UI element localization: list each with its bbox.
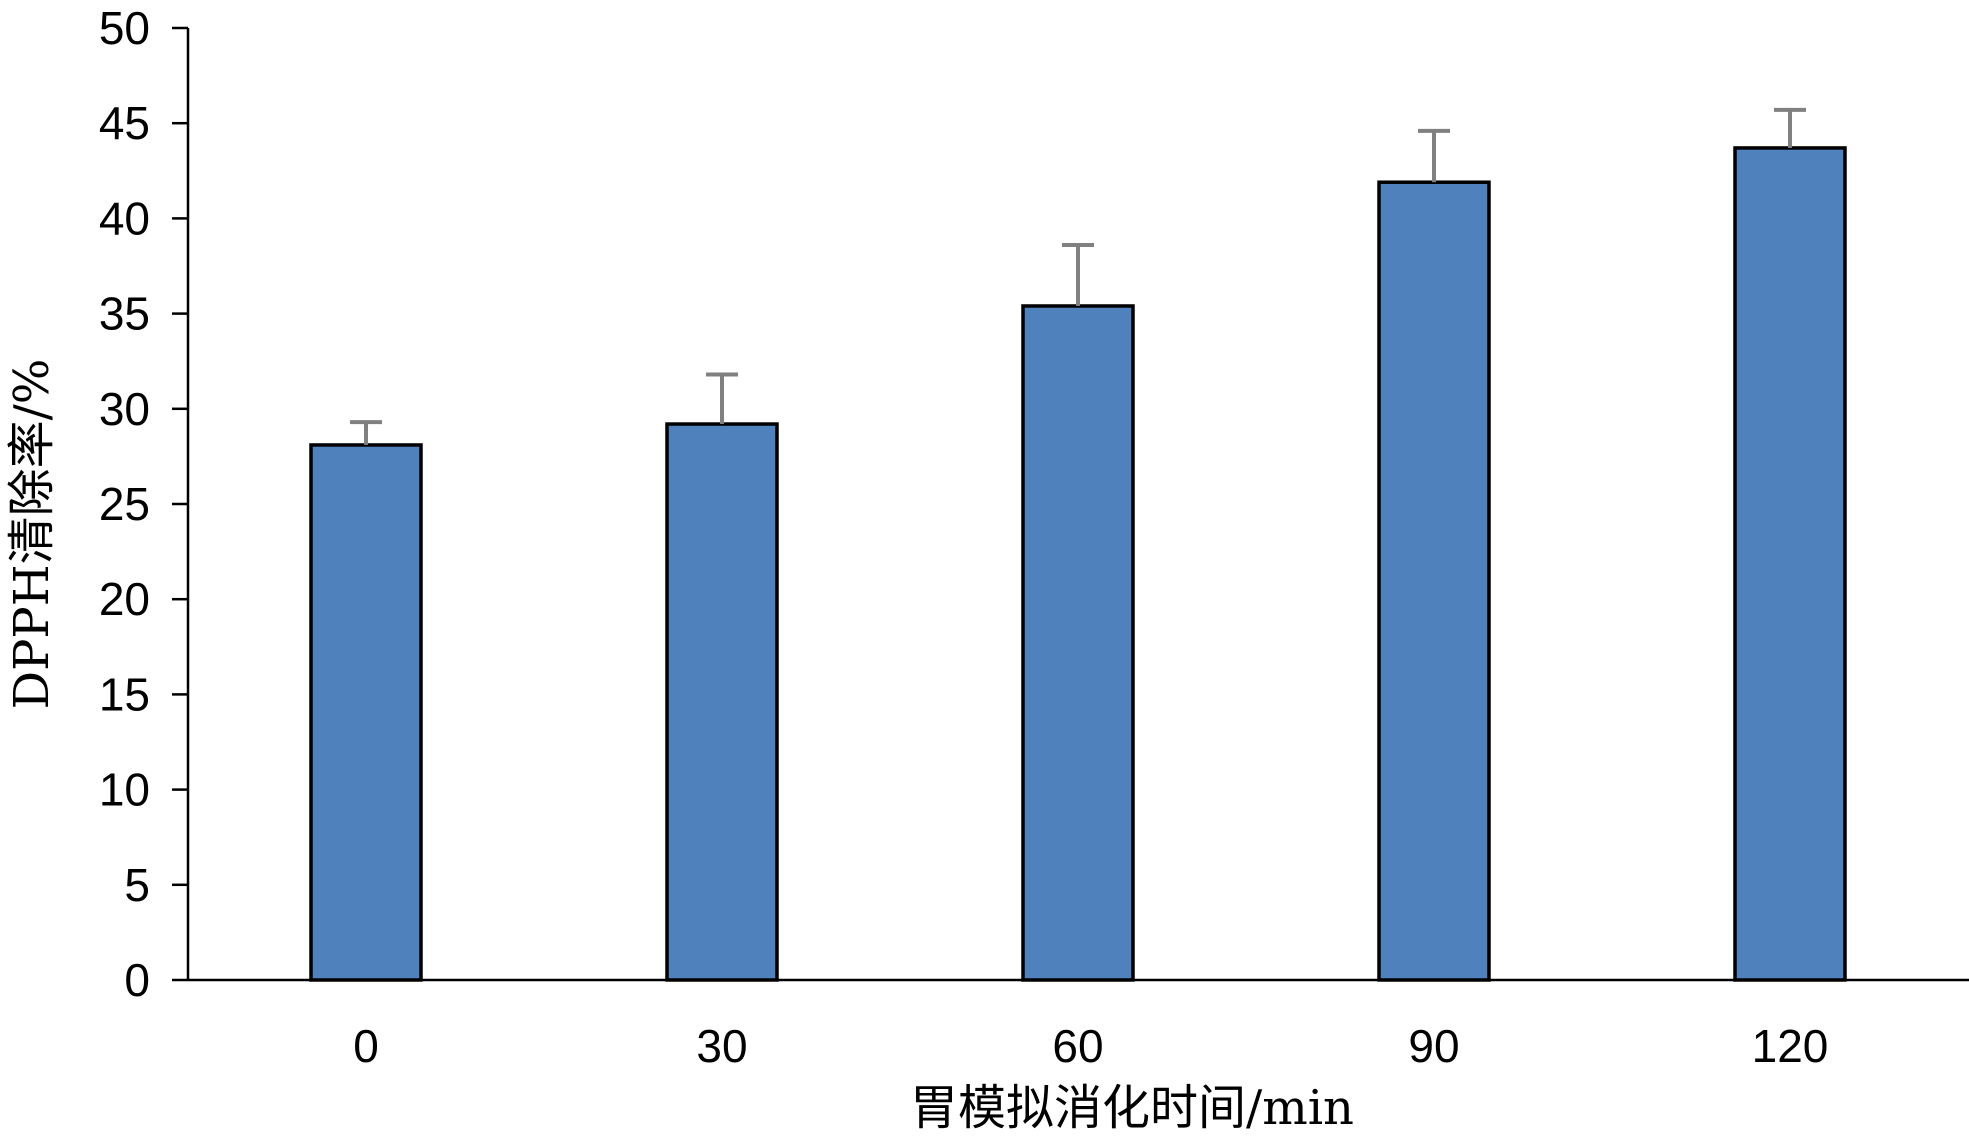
- y-tick-label: 20: [99, 573, 150, 625]
- x-axis-title: 胃模拟消化时间/min: [910, 1080, 1354, 1136]
- y-tick-label: 0: [124, 954, 150, 1006]
- y-axis-ticks: 0 5 10 15 20 25 30 35 40 45 50: [99, 2, 188, 1006]
- y-tick-label: 40: [99, 192, 150, 244]
- y-tick-label: 10: [99, 764, 150, 816]
- bars: [309, 146, 1847, 982]
- x-axis-tick-labels: 0 30 60 90 120: [353, 1020, 1828, 1072]
- bar: [665, 422, 779, 982]
- bar: [1021, 304, 1135, 982]
- y-tick-label: 50: [99, 2, 150, 54]
- x-tick-label: 90: [1408, 1020, 1459, 1072]
- bar: [1377, 180, 1491, 982]
- x-tick-label: 120: [1752, 1020, 1829, 1072]
- y-tick-label: 25: [99, 478, 150, 530]
- x-tick-label: 60: [1052, 1020, 1103, 1072]
- y-tick-label: 15: [99, 668, 150, 720]
- bar: [309, 443, 423, 982]
- bar: [1733, 146, 1847, 982]
- error-bars: [350, 107, 1806, 445]
- x-tick-label: 30: [696, 1020, 747, 1072]
- y-axis-title: DPPH清除率/%: [4, 359, 60, 710]
- axes: [186, 28, 1969, 982]
- y-tick-label: 45: [99, 97, 150, 149]
- y-tick-label: 5: [124, 859, 150, 911]
- y-tick-label: 35: [99, 288, 150, 340]
- x-tick-label: 0: [353, 1020, 379, 1072]
- y-tick-label: 30: [99, 383, 150, 435]
